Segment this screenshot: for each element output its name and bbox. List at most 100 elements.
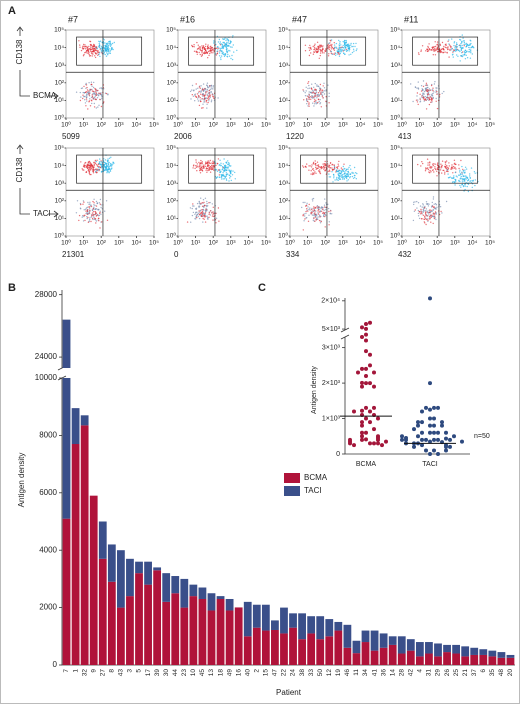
event-dot [418,53,420,56]
dot [404,436,408,441]
bar-segment [298,639,306,665]
event-dot [429,218,431,220]
event-dot [469,175,471,177]
y-axis-label: CD138 [15,39,24,64]
y-tick-label: 10² [167,198,177,205]
event-dot [112,161,114,163]
event-dot [446,170,448,172]
event-dot [89,43,92,46]
event-dot [430,215,432,217]
event-dot [465,177,467,179]
event-dot [426,167,428,170]
event-dot [459,39,462,41]
y-tick-label: 10³ [55,180,65,187]
y-tick-label: 10¹ [391,97,401,104]
event-dot [104,53,106,56]
event-dot [200,165,202,167]
event-dot [315,101,317,103]
event-dot [309,207,311,209]
event-dot [456,54,458,56]
event-dot [310,170,312,172]
event-dot [412,100,414,103]
event-dot [439,206,442,208]
event-dot [328,92,330,95]
bar-segment [388,644,397,665]
event-dot [445,43,447,45]
event-dot [98,161,101,163]
event-dot [211,166,214,168]
event-dot [92,86,95,89]
event-dot [351,51,354,54]
event-dot [436,163,439,165]
event-dot [422,214,425,216]
event-dot [340,170,343,172]
dot [440,420,444,425]
event-dot [107,158,109,160]
event-dot [200,93,202,95]
event-dot [462,54,464,56]
event-dot [349,173,351,175]
event-dot [103,167,105,169]
event-dot [200,50,202,52]
event-dot [471,186,473,189]
event-dot [95,220,98,222]
event-dot [314,220,316,222]
event-dot [314,215,317,217]
event-dot [463,179,466,181]
bar-segment [361,630,370,643]
event-dot [424,99,426,101]
y-tick-label: 10⁰ [54,232,64,240]
event-dot [195,208,197,210]
event-dot [218,174,221,176]
y-tick-label: 10⁰ [278,232,288,240]
bar-segment [497,657,506,665]
event-dot [427,95,429,97]
event-dot [463,190,465,192]
event-dot [228,174,230,176]
event-dot [461,171,463,173]
event-dot [342,170,344,172]
bar-segment [280,633,288,665]
event-dot [340,176,343,178]
event-dot [101,162,103,164]
event-dot [314,103,316,105]
event-dot [196,216,198,219]
event-dot [212,206,214,208]
event-dot [329,39,331,41]
event-dot [315,219,317,221]
dot [432,405,436,410]
event-dot [84,162,86,164]
event-dot [461,34,463,36]
bar-segment [189,596,198,665]
event-dot [98,92,100,94]
event-dot [226,37,228,40]
y-tick-label: 10⁵ [166,145,176,152]
event-dot [92,208,95,210]
event-dot [452,165,455,168]
event-dot [112,163,114,165]
bar-segment [107,581,116,665]
event-dot [107,44,110,47]
event-dot [460,186,462,188]
event-dot [444,166,447,169]
event-dot [86,46,89,49]
event-dot [111,42,114,45]
event-dot [189,207,192,209]
marker-label: BCMA [33,91,57,100]
y-tick-label: 10¹ [391,215,401,222]
event-dot [204,212,207,214]
event-dot [98,52,101,54]
event-dot [426,48,428,50]
x-tick-label: 10¹ [79,122,89,129]
event-dot [108,157,111,159]
event-dot [319,216,321,218]
event-dot [308,54,311,57]
event-dot [198,104,201,107]
event-dot [427,168,430,171]
event-dot [311,164,313,166]
event-dot [82,97,84,100]
event-dot [83,43,85,46]
event-dot [87,209,89,211]
event-dot [308,102,310,104]
event-dot [474,179,476,181]
